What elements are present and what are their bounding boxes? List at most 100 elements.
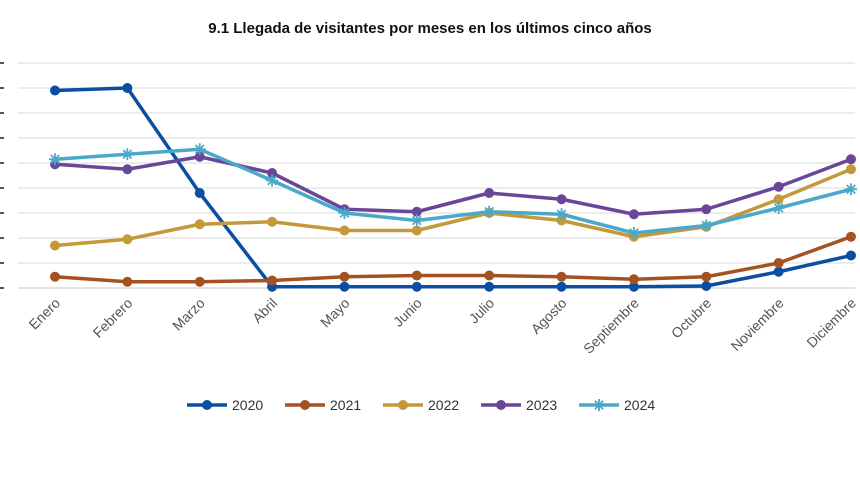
data-point xyxy=(628,274,639,285)
data-point xyxy=(266,174,279,187)
y-axis-ticks xyxy=(0,62,4,289)
data-point xyxy=(194,151,205,162)
y-tick-mark xyxy=(0,162,4,164)
data-point xyxy=(49,153,61,166)
x-tick-label: Abril xyxy=(249,295,280,326)
data-point xyxy=(772,202,785,214)
data-point xyxy=(846,250,856,261)
x-axis-tick-labels: Enero Febrero Marzo Abril Mayo Junio Julio Agos… xyxy=(25,295,859,357)
series-2024 xyxy=(49,143,857,239)
data-point xyxy=(50,271,60,282)
data-point xyxy=(701,281,712,291)
data-point xyxy=(410,214,423,227)
y-tick-mark xyxy=(0,87,4,89)
data-point xyxy=(50,240,60,251)
y-tick-mark xyxy=(0,137,4,139)
data-point xyxy=(194,219,205,230)
legend-item-2023[interactable]: 2023 xyxy=(481,397,557,413)
x-tick-label: Mayo xyxy=(317,295,353,331)
series-2020 xyxy=(50,83,856,292)
chart-title: 9.1 Llegada de visitantes por meses en l… xyxy=(208,20,652,37)
data-point xyxy=(50,85,60,96)
y-tick-mark xyxy=(0,212,4,214)
x-tick-label: Septiembre xyxy=(580,295,642,357)
data-point xyxy=(846,164,856,175)
data-point xyxy=(194,188,205,198)
legend-label: 2021 xyxy=(330,397,361,413)
data-point xyxy=(484,270,495,281)
gridlines xyxy=(18,62,855,289)
data-point xyxy=(556,271,567,282)
legend-label: 2023 xyxy=(526,397,557,413)
legend-label: 2022 xyxy=(428,397,459,413)
legend-item-2020[interactable]: 2020 xyxy=(187,397,263,413)
data-point xyxy=(339,271,350,282)
data-point xyxy=(700,219,713,232)
data-point xyxy=(267,216,278,227)
data-point xyxy=(411,225,422,236)
data-point xyxy=(121,148,134,161)
data-point xyxy=(122,234,133,245)
series-line-2024 xyxy=(53,147,853,235)
series-layer xyxy=(49,83,857,292)
legend-item-2024[interactable]: 2024 xyxy=(579,397,655,413)
data-point xyxy=(267,168,278,178)
y-tick-mark xyxy=(0,237,4,239)
data-point xyxy=(701,204,712,215)
legend-label: 2020 xyxy=(232,397,263,413)
data-point xyxy=(339,281,350,292)
y-tick-mark xyxy=(0,262,4,264)
series-2021 xyxy=(50,231,856,287)
data-point xyxy=(773,181,784,192)
data-point xyxy=(846,154,856,165)
x-tick-label: Enero xyxy=(25,295,63,333)
data-point xyxy=(194,276,205,287)
series-2023 xyxy=(50,151,856,220)
data-point xyxy=(555,208,568,221)
data-point xyxy=(773,258,784,268)
data-point xyxy=(628,209,639,220)
data-point xyxy=(773,266,784,277)
x-tick-label: Agosto xyxy=(528,295,570,337)
legend-item-2021[interactable]: 2021 xyxy=(285,397,361,413)
data-point xyxy=(411,281,422,292)
data-point xyxy=(627,227,640,239)
data-point xyxy=(411,270,422,281)
series-line-2022 xyxy=(53,167,853,248)
data-point xyxy=(483,205,496,218)
y-tick-mark xyxy=(0,187,4,189)
data-point xyxy=(193,143,206,156)
series-line-2021 xyxy=(53,235,853,284)
data-point xyxy=(846,231,856,242)
y-tick-mark xyxy=(0,287,4,289)
data-point xyxy=(122,164,133,175)
data-point xyxy=(411,206,422,217)
y-tick-mark xyxy=(0,62,4,64)
legend-label: 2024 xyxy=(624,397,655,413)
series-line-2020 xyxy=(53,86,853,289)
data-point xyxy=(484,188,495,198)
data-point xyxy=(628,281,639,292)
data-point xyxy=(773,194,784,205)
legend[interactable]: 2020 2021 2022 2023 2024 xyxy=(187,397,655,413)
data-point xyxy=(556,281,567,292)
data-point xyxy=(484,281,495,292)
x-tick-label: Febrero xyxy=(90,295,136,341)
data-point xyxy=(701,271,712,282)
data-point xyxy=(845,183,857,196)
x-tick-label: Julio xyxy=(466,295,498,327)
data-point xyxy=(338,207,351,219)
data-point xyxy=(122,276,133,287)
series-line-2023 xyxy=(53,155,853,216)
data-point xyxy=(122,83,133,93)
data-point xyxy=(556,194,567,205)
data-point xyxy=(267,275,278,286)
x-tick-label: Marzo xyxy=(169,295,208,334)
data-point xyxy=(339,225,350,236)
legend-item-2022[interactable]: 2022 xyxy=(383,397,459,413)
x-tick-label: Noviembre xyxy=(728,295,787,354)
y-tick-mark xyxy=(0,112,4,114)
x-tick-label: Diciembre xyxy=(803,295,859,351)
x-tick-label: Junio xyxy=(390,295,425,330)
